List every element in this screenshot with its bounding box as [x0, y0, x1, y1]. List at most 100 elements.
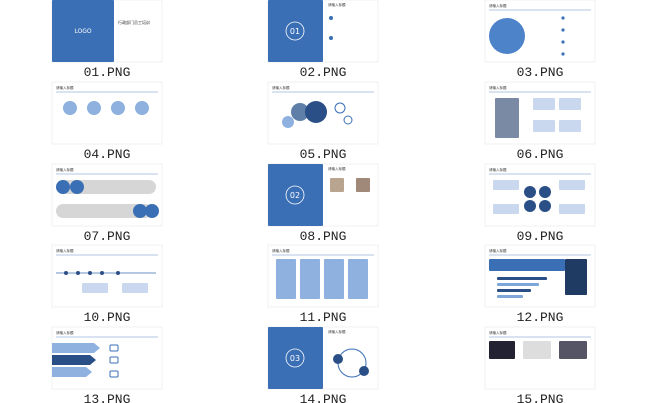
shape: [56, 180, 70, 194]
shape: [329, 16, 333, 20]
file-name: 09.PNG: [517, 229, 564, 244]
file-item[interactable]: 请输入标题 05.PNG: [267, 81, 379, 162]
shape: [334, 102, 346, 114]
shape: [565, 259, 587, 295]
slide-title: 请输入标题: [489, 3, 507, 8]
file-item[interactable]: 请输入标题 11.PNG: [267, 244, 379, 325]
file-name: 15.PNG: [517, 392, 564, 403]
shape: [359, 366, 369, 376]
shape: [497, 277, 547, 280]
shape: [493, 180, 519, 190]
file-name: 12.PNG: [517, 310, 564, 325]
thumbnail: 请输入标题: [51, 163, 163, 227]
shape: [145, 204, 159, 218]
shape: [559, 120, 581, 132]
file-name: 04.PNG: [84, 147, 131, 162]
shape: [497, 283, 539, 286]
thumbnail: 请输入标题: [484, 163, 596, 227]
shape: [282, 116, 294, 128]
shape: [524, 186, 536, 198]
slide-bg: [51, 244, 163, 308]
shape: [56, 204, 152, 218]
shape: [133, 204, 147, 218]
file-item[interactable]: 请输入标题 10.PNG: [51, 244, 163, 325]
file-item[interactable]: 请输入标题 04.PNG: [51, 81, 163, 162]
file-name: 13.PNG: [84, 392, 131, 403]
shape: [561, 28, 565, 32]
shape: [305, 101, 327, 123]
slide-title: 请输入标题: [56, 248, 74, 253]
shape: [497, 295, 523, 298]
shape: [291, 103, 309, 121]
shape: [356, 178, 370, 192]
shape: [497, 289, 531, 292]
shape: [285, 21, 305, 41]
thumbnail: LOGO 行政部门员工培训: [51, 0, 163, 63]
shape: [559, 180, 585, 190]
thumbnail: 请输入标题: [267, 244, 379, 308]
shape: [493, 204, 519, 214]
shape: [111, 101, 125, 115]
thumbnail: 请输入标题: [484, 0, 596, 63]
file-item[interactable]: 03 请输入标题 14.PNG: [267, 326, 379, 403]
shape: [559, 341, 587, 359]
shape: [87, 101, 101, 115]
shape: [88, 271, 92, 275]
shape: [495, 98, 519, 138]
slide-title: 请输入标题: [272, 85, 290, 90]
shape: [561, 52, 565, 56]
thumbnail: 请输入标题: [484, 244, 596, 308]
thumbnail: 请输入标题: [267, 81, 379, 145]
section-number: 01: [290, 27, 300, 36]
shape: [52, 343, 100, 353]
shape: [559, 98, 581, 110]
file-item[interactable]: 请输入标题 09.PNG: [484, 163, 596, 244]
file-item[interactable]: 请输入标题 13.PNG: [51, 326, 163, 403]
shape: [324, 259, 344, 299]
shape: [70, 180, 84, 194]
file-item[interactable]: 请输入标题 03.PNG: [484, 0, 596, 80]
shape: [561, 40, 565, 44]
section-panel: [268, 0, 323, 62]
file-item[interactable]: 请输入标题 12.PNG: [484, 244, 596, 325]
file-item[interactable]: 请输入标题 07.PNG: [51, 163, 163, 244]
file-item[interactable]: 请输入标题 15.PNG: [484, 326, 596, 403]
thumbnail: 请输入标题: [51, 81, 163, 145]
file-name: 02.PNG: [300, 65, 347, 80]
shape: [330, 178, 344, 192]
file-name: 01.PNG: [84, 65, 131, 80]
cover-title: 行政部门员工培训: [118, 19, 150, 25]
shape: [63, 101, 77, 115]
slide-title: 请输入标题: [328, 2, 346, 7]
slide-title: 请输入标题: [56, 330, 74, 335]
shape: [489, 259, 565, 271]
shape: [285, 348, 305, 368]
shape: [109, 370, 119, 378]
shape: [52, 355, 96, 365]
slide-title: 请输入标题: [56, 167, 74, 172]
thumbnail: 请输入标题: [484, 81, 596, 145]
file-name: 07.PNG: [84, 229, 131, 244]
section-number: 03: [290, 354, 300, 363]
shape: [559, 204, 585, 214]
shape: [343, 115, 353, 125]
shape: [561, 16, 565, 20]
file-item[interactable]: 01 请输入标题 02.PNG: [267, 0, 379, 80]
file-item[interactable]: LOGO 行政部门员工培训 01.PNG: [51, 0, 163, 80]
file-name: 08.PNG: [300, 229, 347, 244]
file-name: 05.PNG: [300, 147, 347, 162]
section-panel: [268, 164, 323, 226]
shape: [52, 367, 92, 377]
shape: [539, 200, 551, 212]
shape: [524, 200, 536, 212]
shape: [76, 271, 80, 275]
section-panel: [268, 327, 323, 389]
file-item[interactable]: 请输入标题 06.PNG: [484, 81, 596, 162]
shape: [135, 101, 149, 115]
logo: LOGO: [74, 28, 92, 35]
shape: [276, 259, 296, 299]
file-name: 10.PNG: [84, 310, 131, 325]
thumbnail: 请输入标题: [51, 244, 163, 308]
file-item[interactable]: 02 请输入标题 08.PNG: [267, 163, 379, 244]
shape: [116, 271, 120, 275]
